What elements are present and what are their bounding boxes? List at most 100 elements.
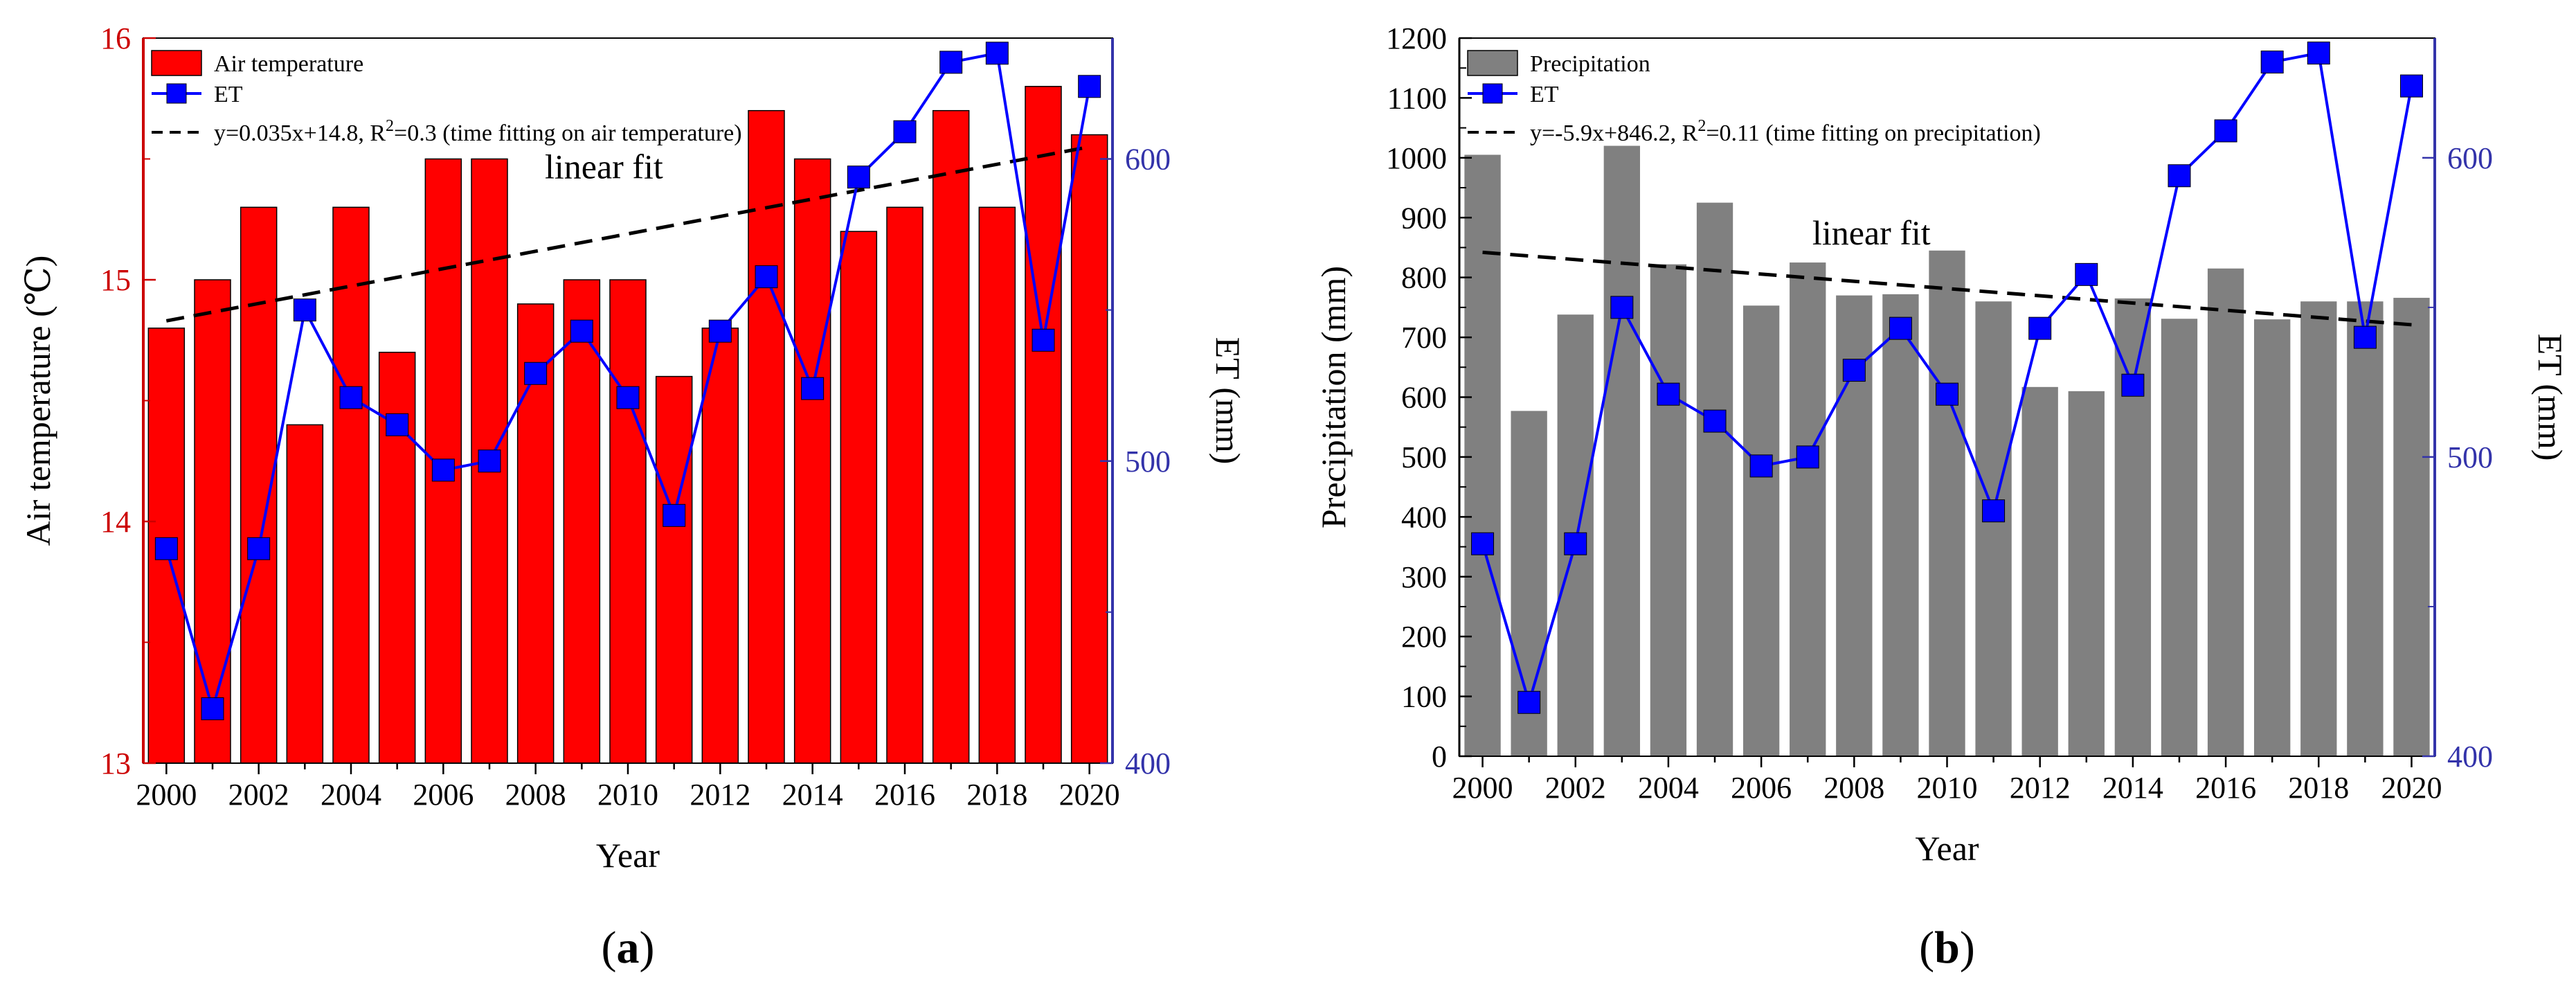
panel-a-bar-2010 (609, 279, 647, 764)
panel-a-x-tick-label-2008: 2008 (505, 778, 566, 812)
panel-a-bar-2016 (886, 206, 924, 764)
panel-a-left-tick-label-16: 16 (100, 21, 131, 55)
panel-a-legend-et-marker (166, 83, 187, 104)
panel-b-et-point-2007 (1796, 445, 1819, 469)
panel-b-bar-2017 (2253, 319, 2291, 756)
panel-a-right-ticks: 400 500 600 (1100, 143, 1171, 780)
panel-a-x-tick-label-2002: 2002 (228, 778, 289, 812)
panel-a-legend-et-label: ET (214, 82, 243, 107)
panel-b-et-point-2000 (1471, 532, 1495, 555)
panel-b-x-tick-label-2008: 2008 (1823, 771, 1884, 805)
panel-b-left-ticks: 0 100 200 300 400 500 600 700 800 900 1000 1100 1200 (1386, 21, 1472, 774)
panel-a-et-series (154, 42, 1101, 720)
panel-a-legend-fit-sup: 2 (386, 117, 394, 135)
panel-b-x-tick-label-2004: 2004 (1638, 771, 1699, 805)
panel-a-left-tick-label-13: 13 (100, 747, 131, 780)
panel-b-bar-2016 (2207, 268, 2244, 756)
panel-a-x-tick-label-2012: 2012 (690, 778, 750, 812)
panel-a-x-tick-label-2014: 2014 (782, 778, 843, 812)
panel-b-et-point-2002 (1564, 532, 1587, 555)
panel-a-et-point-2001 (201, 697, 224, 720)
panel-b-annotation: linear fit (1812, 213, 1931, 252)
panel-a-et-point-2008 (524, 361, 548, 385)
panel-a-caption-label: (a) (602, 922, 655, 973)
panel-b-bar-2006 (1742, 305, 1780, 757)
panel-a-left-tick-label-15: 15 (100, 263, 131, 297)
panel-b-et-point-2012 (2028, 316, 2052, 340)
panel-a-bar-2017 (932, 109, 970, 764)
panel-b-chart: 2000 2002 2004 2006 2008 2010 2012 2014 2016 2018… (1314, 21, 2570, 973)
panel-b-left-tick-label-200: 200 (1401, 620, 1447, 654)
panel-a-annotation: linear fit (545, 147, 663, 186)
panel-b-et-series (1471, 42, 2423, 714)
panel-a-right-tick-label-500: 500 (1125, 445, 1171, 479)
panel-b-left-tick-label-1000: 1000 (1386, 141, 1447, 175)
panel-a-et-point-2015 (847, 166, 870, 189)
panel-a-et-point-2004 (339, 386, 363, 409)
panel-a-bar-2015 (840, 231, 878, 764)
panel-a-left-tick-label-14: 14 (100, 505, 131, 539)
panel-b-left-tick-label-800: 800 (1401, 261, 1447, 295)
panel-a-x-tick-label-2016: 2016 (874, 778, 935, 812)
panel-b-left-tick-label-100: 100 (1401, 680, 1447, 714)
panel-b-et-point-2008 (1842, 359, 1866, 382)
panel-a-right-tick-label-400: 400 (1125, 747, 1171, 780)
panel-b-x-axis-label: Year (1915, 829, 1979, 868)
panel-b-et-point-2020 (2399, 74, 2423, 98)
panel-b-bar-2007 (1790, 262, 1826, 756)
panel-a-x-tick-label-2020: 2020 (1059, 778, 1120, 812)
panel-a-bar-2018 (978, 206, 1016, 764)
panel-a-fit-line (165, 145, 1090, 323)
panel-b-et-point-2016 (2214, 119, 2237, 143)
panel-a-et-point-2010 (616, 386, 640, 409)
panel-b-bars (1464, 145, 2430, 757)
panel-b-fit-line (1482, 250, 2412, 327)
panel-b-y2-axis-label: ET (mm) (2531, 334, 2570, 461)
panel-a-x-tick-label-2004: 2004 (321, 778, 381, 812)
panel-b-left-tick-label-300: 300 (1401, 560, 1447, 594)
panel-a-et-point-2009 (570, 319, 593, 343)
panel-b-et-point-2001 (1517, 690, 1541, 714)
panel-b-et-point-2010 (1936, 382, 1958, 406)
panel-b-x-tick-label-2016: 2016 (2195, 771, 2256, 805)
panel-b-bar-2015 (2161, 319, 2198, 756)
panel-a-et-point-2000 (154, 537, 178, 560)
panel-a-bars (147, 86, 1108, 764)
panel-b-bar-2019 (2347, 301, 2384, 756)
panel-a-et-point-2017 (939, 51, 963, 74)
panel-a-et-point-2012 (708, 319, 732, 343)
panel-a-y-axis-label: Air temperature (℃) (19, 256, 57, 546)
panel-b-right-tick-label-400: 400 (2447, 740, 2493, 774)
panel-a-x-tick-label-2006: 2006 (413, 778, 474, 812)
panel-b-x-ticks: 2000 2002 2004 2006 2008 2010 2012 2014 2016 2018… (1452, 756, 2442, 805)
panel-b-caption-letter: b (1934, 922, 1960, 973)
panel-b-et-point-2013 (2075, 262, 2098, 286)
panel-b-legend-et-marker (1482, 83, 1503, 104)
panel-b-left-tick-label-600: 600 (1401, 381, 1447, 415)
panel-b-left-tick-label-900: 900 (1401, 201, 1447, 235)
panel-b-legend-fit-post: =0.11 (time fitting on precipitation) (1706, 120, 2040, 146)
panel-b-legend: Precipitation ET y=-5.9x+846.2, R2=0.11 (t… (1467, 50, 2041, 146)
panel-b-bar-2020 (2393, 298, 2430, 756)
panel-b-right-tick-label-500: 500 (2447, 440, 2493, 474)
panel-a-bar-2014 (793, 158, 831, 764)
panel-a-bar-2009 (563, 279, 601, 764)
panel-a-right-tick-label-600: 600 (1125, 143, 1171, 177)
panel-b-x-tick-label-2006: 2006 (1731, 771, 1792, 805)
panel-b-legend-fit-label: y=-5.9x+846.2, R2=0.11 (time fitting on … (1530, 117, 2041, 146)
panel-b-bar-2012 (2021, 386, 2058, 756)
panel-a-et-point-2007 (478, 449, 501, 473)
panel-b-x-tick-label-2002: 2002 (1545, 771, 1606, 805)
panel-a-caption-close: ) (640, 922, 655, 973)
panel-b-caption-close: ) (1960, 922, 1975, 973)
panel-a-bar-2011 (655, 375, 693, 764)
panel-a-et-point-2016 (893, 120, 917, 143)
panel-b-left-tick-label-0: 0 (1432, 740, 1447, 774)
panel-b-et-point-2004 (1657, 382, 1680, 406)
panel-a-legend-fit-pre: y=0.035x+14.8, R (214, 120, 386, 146)
panel-b-bar-2000 (1464, 154, 1501, 756)
panel-b-bar-2018 (2300, 301, 2337, 756)
panel-a-et-point-2014 (801, 377, 825, 400)
panel-b-et-point-2003 (1610, 296, 1634, 319)
panel-a-et-point-2013 (755, 265, 778, 289)
